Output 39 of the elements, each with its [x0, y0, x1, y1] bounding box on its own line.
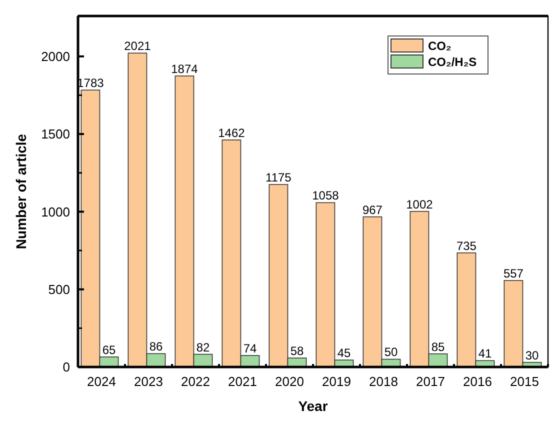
data-label: 735	[456, 238, 477, 253]
data-label: 86	[149, 340, 164, 354]
data-label: 1175	[266, 170, 292, 185]
data-label: 557	[503, 266, 524, 280]
legend-label: CO₂/H₂S	[428, 55, 477, 69]
data-label: 2021	[124, 39, 152, 54]
data-label: 1462	[218, 126, 246, 140]
data-label: 967	[362, 202, 383, 217]
data-label: 1783	[77, 76, 104, 90]
data-label: 1002	[406, 197, 434, 212]
x-tick-label: 2020	[275, 374, 304, 389]
y-tick-label: 2000	[41, 48, 70, 64]
x-tick-label: 2015	[510, 374, 539, 389]
x-tick-label: 2022	[181, 374, 210, 389]
data-label: 45	[337, 346, 352, 360]
x-tick-label: 2017	[416, 374, 445, 389]
data-label: 85	[431, 340, 446, 354]
x-tick-label: 2024	[87, 374, 116, 389]
data-label: 58	[290, 344, 304, 358]
y-axis-title: Number of article	[13, 134, 29, 250]
y-tick-label: 0	[62, 360, 70, 375]
data-label: 82	[196, 340, 210, 354]
x-tick-label: 2016	[463, 374, 492, 389]
x-tick-label: 2018	[369, 374, 398, 389]
data-label: 30	[525, 348, 540, 362]
legend-label: CO₂	[428, 39, 452, 53]
data-label: 1874	[171, 62, 198, 76]
x-axis-title: Year	[298, 398, 328, 414]
data-label: 50	[384, 345, 398, 360]
y-tick-label: 1000	[41, 204, 70, 220]
x-tick-label: 2019	[322, 374, 351, 389]
x-tick-label: 2023	[134, 374, 163, 389]
data-label: 65	[102, 342, 116, 357]
x-tick-label: 2021	[228, 374, 257, 389]
data-label: 41	[478, 346, 492, 361]
data-label: 1058	[312, 188, 340, 203]
y-tick-label: 1500	[41, 126, 70, 142]
data-label: 74	[243, 342, 258, 356]
y-tick-label: 500	[48, 282, 70, 297]
